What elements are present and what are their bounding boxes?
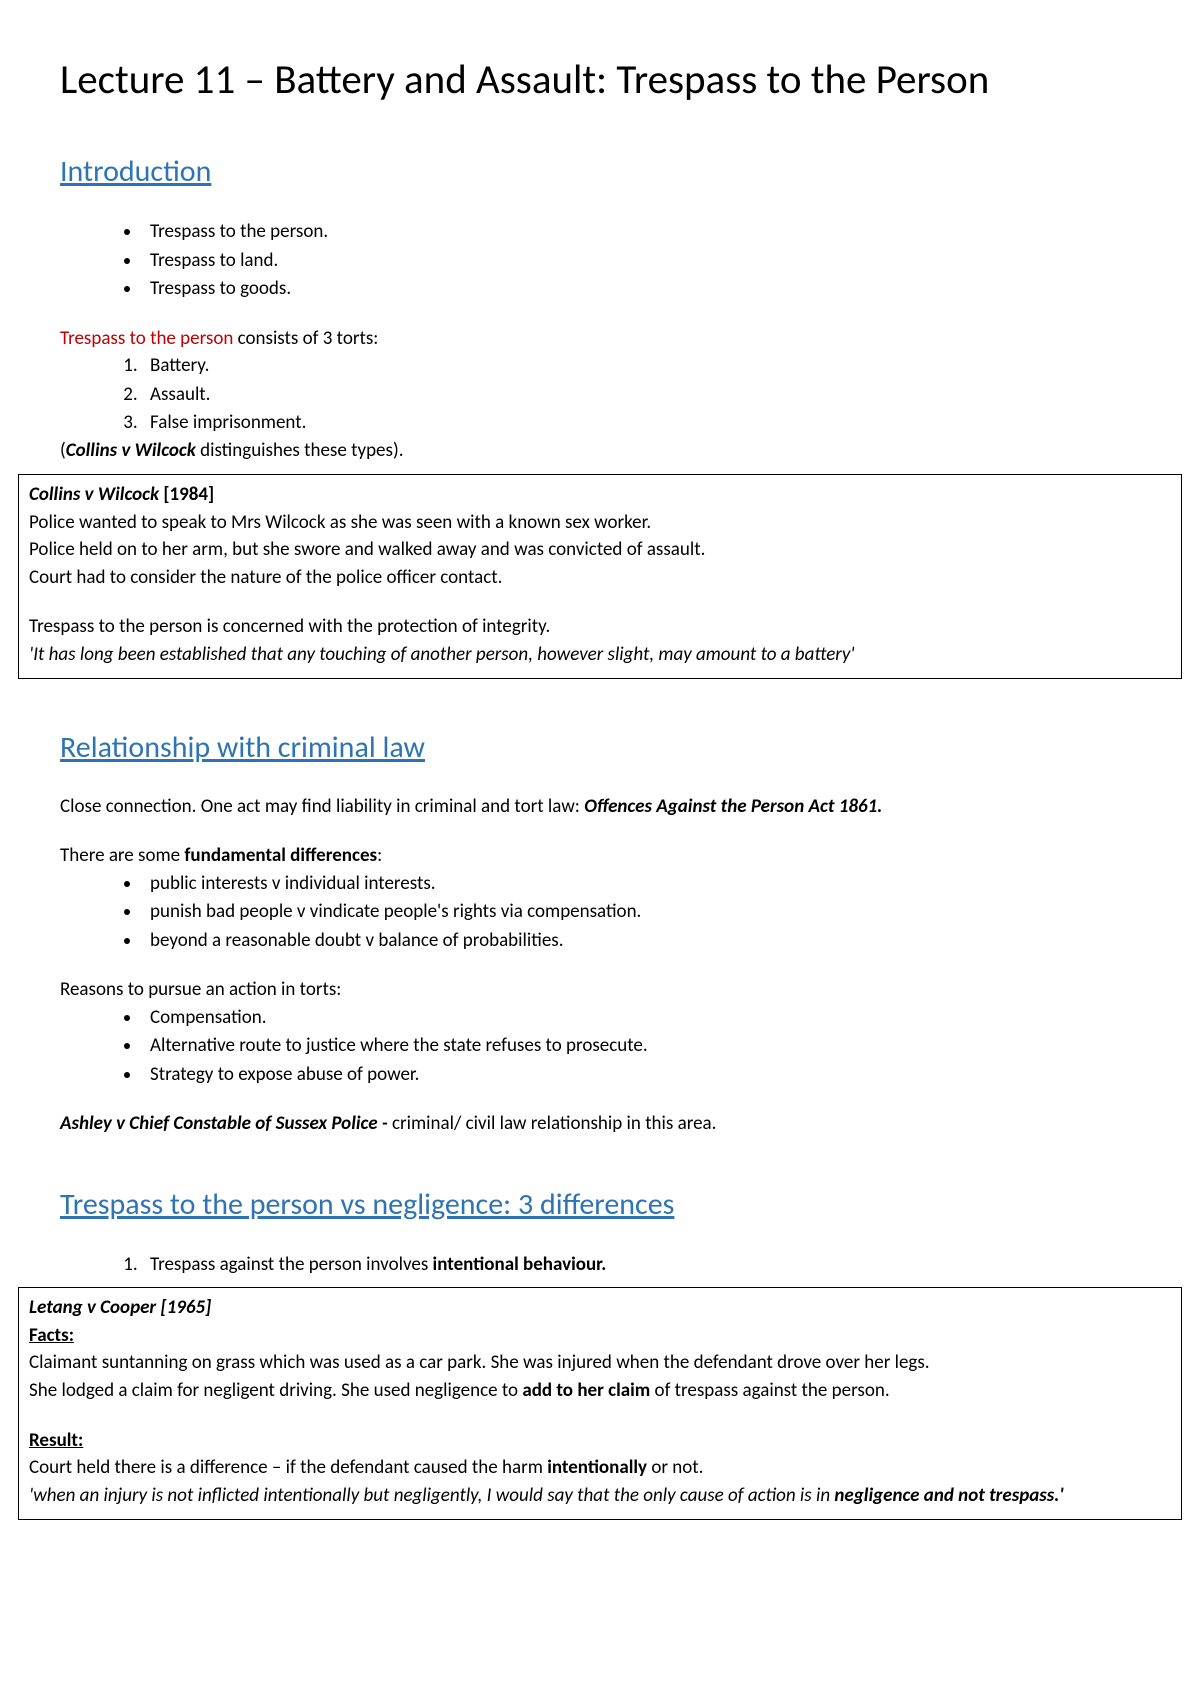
case-box-letang: Letang v Cooper [1965] Facts: Claimant s…: [18, 1287, 1182, 1520]
spacer: [29, 591, 1171, 613]
text-span: :: [377, 844, 382, 867]
case-quote: 'when an injury is not inflicted intenti…: [29, 1482, 1171, 1510]
case-box-collins: Collins v Wilcock [1984] Police wanted t…: [18, 474, 1182, 679]
case-quote: 'It has long been established that any t…: [29, 641, 1171, 669]
bold-span: fundamental differences: [184, 844, 377, 867]
text-span: distinguishes these types).: [196, 439, 404, 462]
page-title: Lecture 11 – Battery and Assault: Trespa…: [60, 55, 1140, 105]
diffs-list: public interests v individual interests.…: [60, 870, 1140, 956]
list-item: punish bad people v vindicate people's r…: [142, 898, 1140, 927]
intro-bullet-list: Trespass to the person. Trespass to land…: [60, 218, 1140, 304]
list-item: beyond a reasonable doubt v balance of p…: [142, 927, 1140, 956]
bold-span: add to her claim: [522, 1379, 650, 1402]
text-span: Court held there is a difference – if th…: [29, 1456, 547, 1479]
trespass-neg-heading: Trespass to the person vs negligence: 3 …: [60, 1186, 1140, 1223]
relationship-p2: There are some fundamental differences:: [60, 843, 1140, 870]
list-item: public interests v individual interests.: [142, 870, 1140, 899]
list-item: Assault.: [142, 381, 1140, 410]
case-citation: Ashley v Chief Constable of Sussex Polic…: [60, 1112, 392, 1135]
case-title-line: Collins v Wilcock [1984]: [29, 481, 1171, 509]
bold-span: intentional behaviour.: [433, 1253, 607, 1276]
list-item: Trespass to goods.: [142, 275, 1140, 304]
case-year: [1984]: [159, 483, 214, 506]
relationship-p1: Close connection. One act may find liabi…: [60, 794, 1140, 821]
case-line: Police held on to her arm, but she swore…: [29, 536, 1171, 564]
list-item: Compensation.: [142, 1004, 1140, 1033]
list-item: Strategy to expose abuse of power.: [142, 1061, 1140, 1090]
trespass-neg-list: Trespass against the person involves int…: [60, 1251, 1140, 1280]
text-span: She lodged a claim for negligent driving…: [29, 1379, 522, 1402]
spacer: [60, 1138, 1140, 1186]
case-line: She lodged a claim for negligent driving…: [29, 1377, 1171, 1405]
bold-span: intentionally: [547, 1456, 647, 1479]
relationship-heading: Relationship with criminal law: [60, 729, 1140, 766]
case-line: Court held there is a difference – if th…: [29, 1454, 1171, 1482]
case-line: Court had to consider the nature of the …: [29, 564, 1171, 592]
spacer: [29, 1405, 1171, 1427]
spacer: [60, 821, 1140, 843]
intro-heading: Introduction: [60, 153, 1140, 190]
facts-label: Facts:: [29, 1322, 1171, 1350]
text-span: 'when an injury is not inflicted intenti…: [29, 1484, 834, 1507]
relationship-p4: Ashley v Chief Constable of Sussex Polic…: [60, 1111, 1140, 1138]
case-citation: Collins v Wilcock: [66, 439, 196, 462]
text-span: criminal/ civil law relationship in this…: [392, 1112, 716, 1135]
case-line: Police wanted to speak to Mrs Wilcock as…: [29, 509, 1171, 537]
list-item: Battery.: [142, 352, 1140, 381]
distinguish-line: (Collins v Wilcock distinguishes these t…: [60, 438, 1140, 465]
text-span: Trespass against the person involves: [150, 1253, 433, 1276]
relationship-p3: Reasons to pursue an action in torts:: [60, 977, 1140, 1004]
red-highlight: Trespass to the person: [60, 327, 233, 350]
case-name: Collins v Wilcock: [29, 483, 159, 506]
list-item: Trespass against the person involves int…: [142, 1251, 1140, 1280]
bold-italic-span: negligence and not trespass.': [834, 1484, 1063, 1507]
text-span: There are some: [60, 844, 184, 867]
text-span: of trespass against the person.: [650, 1379, 889, 1402]
torts-ordered-list: Battery. Assault. False imprisonment.: [60, 352, 1140, 438]
text-span: consists of 3 torts:: [233, 327, 378, 350]
list-item: Alternative route to justice where the s…: [142, 1032, 1140, 1061]
list-item: Trespass to land.: [142, 247, 1140, 276]
case-line: Claimant suntanning on grass which was u…: [29, 1349, 1171, 1377]
reasons-list: Compensation. Alternative route to justi…: [60, 1004, 1140, 1090]
case-name: Letang v Cooper [1965]: [29, 1294, 1171, 1322]
result-label: Result:: [29, 1427, 1171, 1455]
text-span: or not.: [647, 1456, 703, 1479]
statute-citation: Offences Against the Person Act 1861.: [584, 795, 882, 818]
list-item: False imprisonment.: [142, 409, 1140, 438]
list-item: Trespass to the person.: [142, 218, 1140, 247]
case-line: Trespass to the person is concerned with…: [29, 613, 1171, 641]
torts-intro-line: Trespass to the person consists of 3 tor…: [60, 326, 1140, 353]
text-span: Close connection. One act may find liabi…: [60, 795, 584, 818]
document-page: Lecture 11 – Battery and Assault: Trespa…: [0, 0, 1200, 1580]
